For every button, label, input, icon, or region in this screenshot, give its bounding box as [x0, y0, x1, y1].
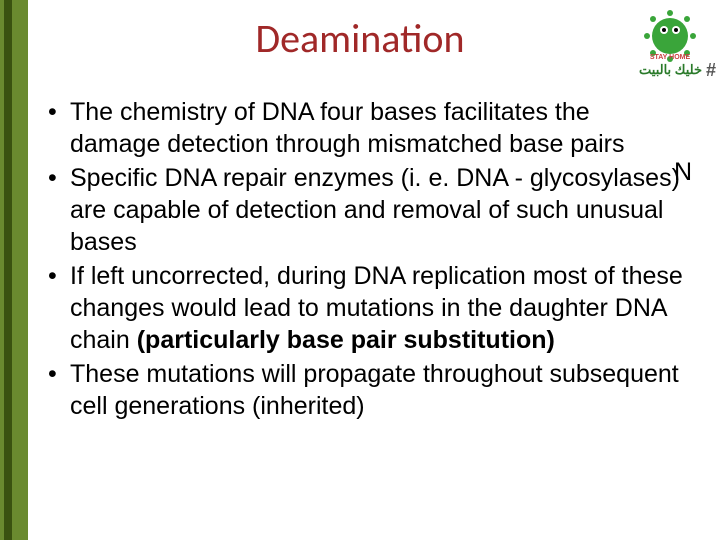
- stay-home-label: STAY HOME: [642, 54, 698, 61]
- list-item: The chemistry of DNA four bases facilita…: [44, 96, 684, 160]
- bullet-text: The chemistry of DNA four bases facilita…: [70, 98, 625, 158]
- slide-title: Deamination: [0, 14, 720, 63]
- list-item: If left uncorrected, during DNA replicat…: [44, 260, 684, 356]
- list-item: These mutations will propagate throughou…: [44, 358, 684, 422]
- bullet-list: The chemistry of DNA four bases facilita…: [44, 96, 684, 424]
- bullet-bold: (particularly base pair substitution): [137, 326, 555, 354]
- arabic-tag: خليك بالبيت: [639, 62, 702, 78]
- list-item: Specific DNA repair enzymes (i. e. DNA -…: [44, 162, 684, 258]
- virus-icon: STAY HOME: [640, 6, 700, 66]
- hash-symbol: #: [706, 60, 716, 81]
- side-bar-inner: [4, 0, 12, 540]
- bullet-text: Specific DNA repair enzymes (i. e. DNA -…: [70, 164, 680, 256]
- side-bar: [0, 0, 28, 540]
- bullet-text: These mutations will propagate throughou…: [70, 360, 679, 420]
